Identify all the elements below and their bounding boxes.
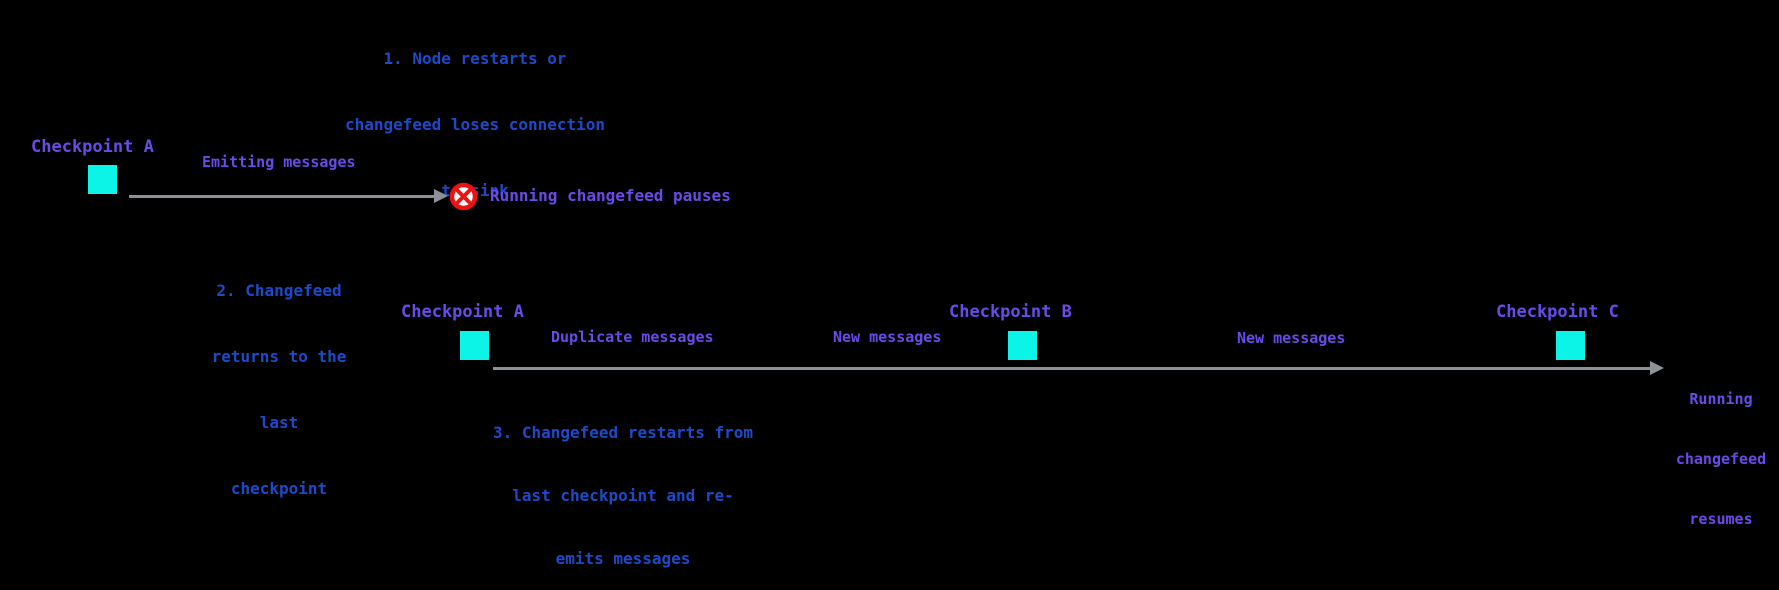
running-changefeed-resumes-label: Running changefeed resumes (1668, 349, 1774, 549)
checkpoint-c-label: Checkpoint C (1496, 302, 1619, 322)
checkpoint-a-marker-top (88, 165, 117, 194)
step-3-annotation: 3. Changefeed restarts from last checkpo… (460, 380, 786, 590)
step-2-line-3: last (259, 413, 299, 432)
timeline-1-arrowhead (434, 189, 448, 203)
checkpoint-c-marker (1556, 331, 1585, 360)
checkpoint-a-marker-bottom (460, 331, 489, 360)
timeline-2-arrowhead (1650, 361, 1664, 375)
new-messages-label-2: New messages (1237, 329, 1346, 347)
pause-cancel-icon (449, 182, 478, 211)
timeline-2-line (493, 367, 1650, 370)
changefeed-checkpoint-diagram: { "colors": { "background": "#000000", "… (31, 49, 1767, 568)
checkpoint-b-label: Checkpoint B (949, 302, 1072, 322)
checkpoint-a-label-top: Checkpoint A (31, 137, 154, 157)
running-changefeed-pauses-label: Running changefeed pauses (490, 186, 731, 205)
new-messages-label-1: New messages (833, 328, 942, 346)
step-3-line-3: emits messages (555, 549, 691, 568)
step-1-line-2: changefeed loses connection (344, 115, 606, 134)
step-3-line-2: last checkpoint and re- (512, 486, 734, 505)
timeline-1-line (129, 195, 435, 198)
step-3-line-1: 3. Changefeed restarts from (492, 423, 754, 442)
step-2-line-2: returns to the (211, 347, 347, 366)
emitting-messages-label: Emitting messages (202, 153, 356, 171)
duplicate-messages-label: Duplicate messages (551, 328, 714, 346)
resume-line-1: Running (1689, 390, 1753, 408)
resume-line-2: changefeed (1675, 450, 1767, 468)
step-2-line-4: checkpoint (230, 479, 328, 498)
resume-line-3: resumes (1689, 510, 1753, 528)
checkpoint-a-label-bottom: Checkpoint A (401, 302, 524, 322)
checkpoint-b-marker (1008, 331, 1037, 360)
step-2-line-1: 2. Changefeed (216, 281, 342, 300)
step-2-annotation: 2. Changefeed returns to the last checkp… (179, 236, 379, 522)
step-1-line-1: 1. Node restarts or (383, 49, 567, 68)
